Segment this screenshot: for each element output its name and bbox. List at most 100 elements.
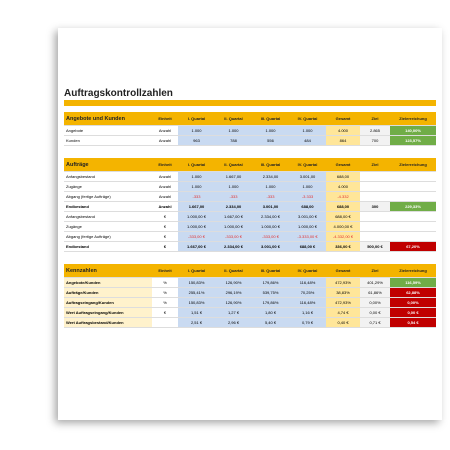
- cell: 3.001,00: [252, 201, 289, 212]
- cell: 0,79 €: [289, 317, 326, 328]
- cell: 62,88%: [390, 287, 436, 298]
- cell: 116,59%: [390, 277, 436, 288]
- data-row: Wert Auftragsbestand/Kunden 2,51 €2,96 €5…: [64, 317, 436, 328]
- header-cell: III. Quartal: [252, 264, 289, 278]
- cell: 1.000: [178, 181, 215, 192]
- cell: 688,00 €: [326, 211, 360, 222]
- cell: 126,90%: [215, 277, 252, 288]
- cell: 126,90%: [215, 297, 252, 308]
- cell: 539,75%: [252, 287, 289, 298]
- cell: Anzahl: [152, 191, 178, 202]
- data-row: Anfangsbestand Anzahl 1.000 1.667,00 2.334,0…: [64, 171, 436, 182]
- cell: -4.332: [326, 191, 360, 202]
- cell: 1.667,00 €: [215, 211, 252, 222]
- cell: Anzahl: [152, 125, 178, 136]
- header-cell: III. Quartal: [252, 158, 289, 172]
- header-cell: Ziel: [360, 158, 390, 172]
- data-row: Endbestand Anzahl 1.667,00 2.334,00 3.001,00…: [64, 201, 436, 212]
- cell: 1.000: [178, 125, 215, 136]
- cell: 1.000,00 €: [289, 221, 326, 232]
- cell: -333,00 €: [215, 231, 252, 242]
- cell: -333: [215, 191, 252, 202]
- cell: 38,83%: [326, 287, 360, 298]
- data-row: Kunden Anzahl 963 788 556 484 864 700 123,57%: [64, 135, 436, 146]
- cell: 472,93%: [326, 277, 360, 288]
- header-cell: II. Quartal: [215, 112, 252, 126]
- cell: 788: [215, 135, 252, 146]
- cell: [390, 211, 436, 222]
- header-cell: Zielerreichung: [390, 112, 436, 126]
- cell: Anzahl: [152, 135, 178, 146]
- data-row: Aufträge/Kunden% 255,41% 296,19% 539,75% 70,…: [64, 287, 436, 298]
- cell: -3.333: [289, 191, 326, 202]
- cell: 1.000: [215, 181, 252, 192]
- cell: [390, 221, 436, 232]
- section-table: Angebote und Kunden Einheit I. Quartal II. …: [64, 112, 436, 146]
- cell: -333: [178, 191, 215, 202]
- cell: 2.334,00 €: [215, 241, 252, 252]
- cell: 688,00: [326, 171, 360, 182]
- cell: 179,86%: [252, 297, 289, 308]
- cell: Anzahl: [152, 171, 178, 182]
- cell: 2.334,00: [252, 171, 289, 182]
- cell: 1.667,00: [215, 171, 252, 182]
- cell: 300: [360, 201, 390, 212]
- cell: Zugänge: [64, 221, 152, 232]
- cell: 229,33%: [390, 201, 436, 212]
- cell: 4.000: [326, 125, 360, 136]
- cell: [390, 181, 436, 192]
- cell: [360, 221, 390, 232]
- cell: 0,71 €: [360, 317, 390, 328]
- cell: %: [152, 287, 178, 298]
- cell: 963: [178, 135, 215, 146]
- cell: 401,29%: [360, 277, 390, 288]
- cell: 1.667,00: [178, 201, 215, 212]
- cell: 3.001,00: [289, 171, 326, 182]
- cell: Anfangsbestand: [64, 171, 152, 182]
- header-cell: Ziel: [360, 264, 390, 278]
- cell: 1.000: [289, 125, 326, 136]
- cell: 1,16 €: [289, 307, 326, 318]
- cell: 4,74 €: [326, 307, 360, 318]
- cell: 179,86%: [252, 277, 289, 288]
- cell: 864: [326, 135, 360, 146]
- header-cell: IV. Quartal: [289, 158, 326, 172]
- cell: 2,51 €: [178, 317, 215, 328]
- header-cell: Ziel: [360, 112, 390, 126]
- data-row: Abgang (fertige Aufträge) € -333,00 € -333,…: [64, 231, 436, 242]
- cell: [360, 231, 390, 242]
- tables: Angebote und Kunden Einheit I. Quartal II. …: [64, 112, 436, 340]
- data-row: Endbestand €1.667,00 €2.334,00 €3.001,00 …: [64, 241, 436, 252]
- header-cell: Kennzahlen: [64, 264, 152, 278]
- cell: -333,00 €: [252, 231, 289, 242]
- cell: 1,80 €: [252, 307, 289, 318]
- cell: 67,20%: [390, 241, 436, 252]
- cell: [360, 171, 390, 182]
- cell: 1.000: [215, 125, 252, 136]
- header-cell: Gesamt: [326, 264, 360, 278]
- cell: [152, 317, 178, 328]
- section-table: Kennzahlen Einheit I. Quartal II. Quartal II…: [64, 264, 436, 328]
- header-cell: IV. Quartal: [289, 112, 326, 126]
- data-row: Angebote/Kunden% 150,83% 126,90% 179,86% 116…: [64, 277, 436, 288]
- cell: 1.000: [252, 125, 289, 136]
- header-cell: I. Quartal: [178, 112, 215, 126]
- cell: 1,27 €: [215, 307, 252, 318]
- cell: Anzahl: [152, 181, 178, 192]
- header-cell: Angebote und Kunden: [64, 112, 152, 126]
- cell: 2,96 €: [215, 317, 252, 328]
- header-cell: Gesamt: [326, 158, 360, 172]
- header-cell: IV. Quartal: [289, 264, 326, 278]
- cell: Angebote: [64, 125, 152, 136]
- cell: Aufträge/Kunden: [64, 287, 152, 298]
- cell: -4.332,00 €: [326, 231, 360, 242]
- cell: 688,00: [289, 201, 326, 212]
- cell: 2.334,00: [215, 201, 252, 212]
- cell: 2.865: [360, 125, 390, 136]
- cell: 150,83%: [178, 277, 215, 288]
- cell: 123,57%: [390, 135, 436, 146]
- data-row: Angebote Anzahl 1.000 1.000 1.000 1.000 4.000 2…: [64, 125, 436, 136]
- header-cell: I. Quartal: [178, 158, 215, 172]
- cell: Endbestand: [64, 201, 152, 212]
